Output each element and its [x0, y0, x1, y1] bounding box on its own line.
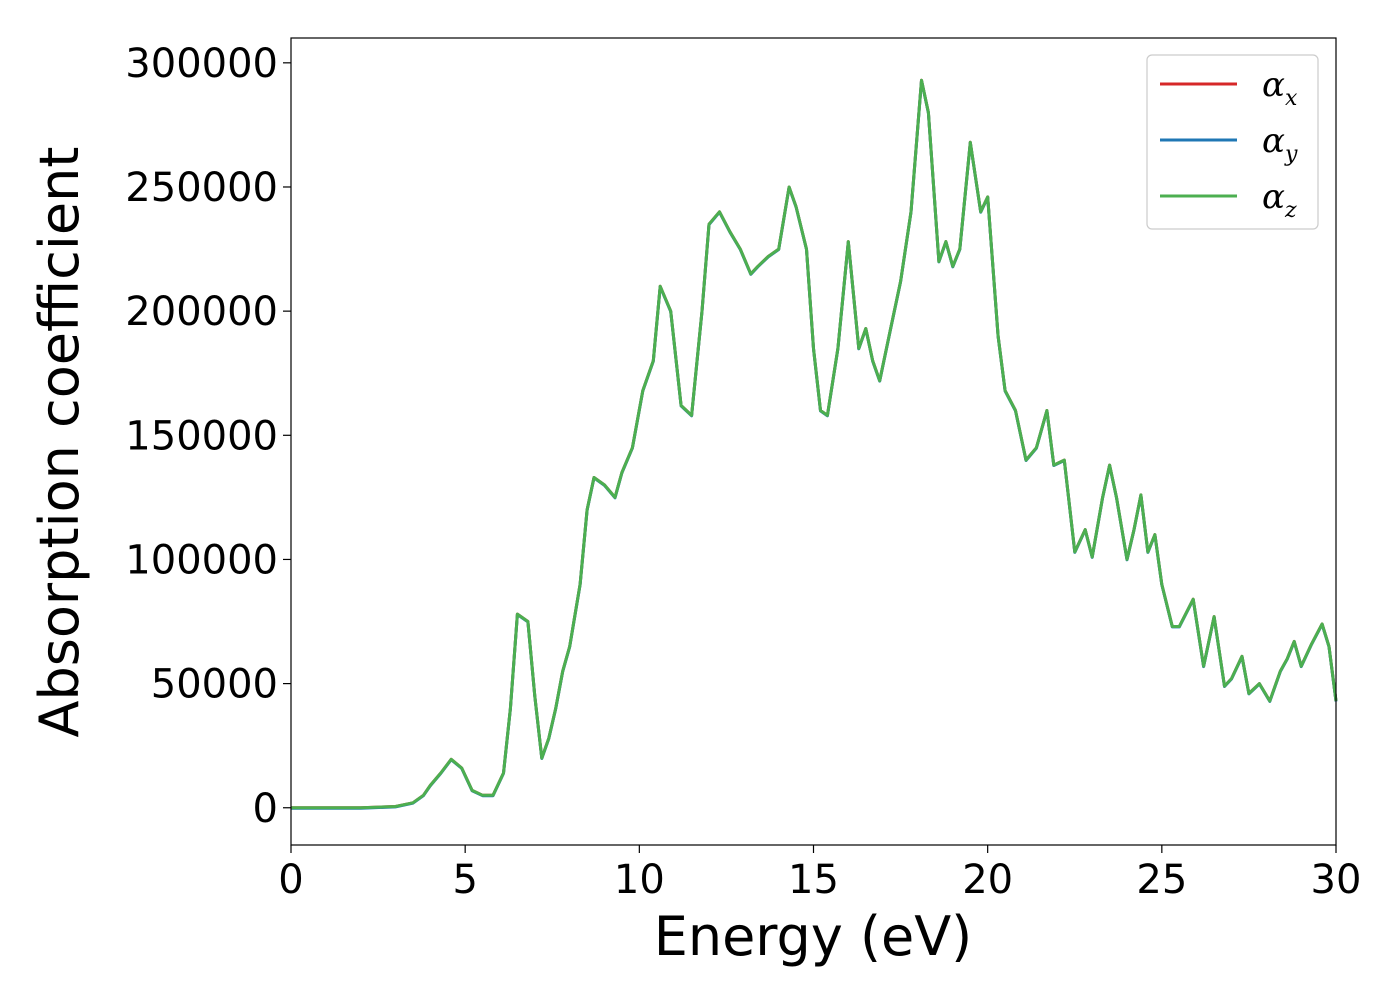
- x-tick-label: 5: [452, 857, 477, 903]
- y-tick-label: 300000: [125, 41, 278, 87]
- x-tick-label: 25: [1136, 857, 1187, 903]
- y-tick-label: 250000: [125, 165, 278, 211]
- legend: αx αy αz: [1146, 54, 1319, 230]
- x-tick-label: 0: [278, 857, 303, 903]
- y-tick-label: 150000: [125, 413, 278, 459]
- legend-label-y: αy: [1262, 121, 1298, 167]
- y-tick-label: 200000: [125, 289, 278, 335]
- y-axis-label: Absorption coefficient: [28, 147, 91, 738]
- x-tick-label: 20: [962, 857, 1013, 903]
- y-tick-label: 50000: [151, 662, 278, 708]
- x-tick-label: 15: [788, 857, 839, 903]
- y-tick-label: 100000: [125, 537, 278, 583]
- legend-box: [1146, 54, 1319, 230]
- y-axis: 0 50000 100000 150000 200000 250000 300000: [125, 41, 291, 832]
- series-line-z: [291, 78, 1338, 810]
- legend-label-x: αx: [1262, 65, 1298, 111]
- x-axis: 0 5 10 15 20 25 30: [278, 845, 1361, 903]
- series-layer: [291, 78, 1338, 810]
- y-tick-label: 0: [253, 786, 278, 832]
- legend-label-z: αz: [1262, 177, 1297, 223]
- x-tick-label: 10: [614, 857, 665, 903]
- legend-items: αx αy αz: [1160, 65, 1298, 223]
- x-tick-label: 30: [1311, 857, 1362, 903]
- x-axis-label: Energy (eV): [654, 905, 973, 968]
